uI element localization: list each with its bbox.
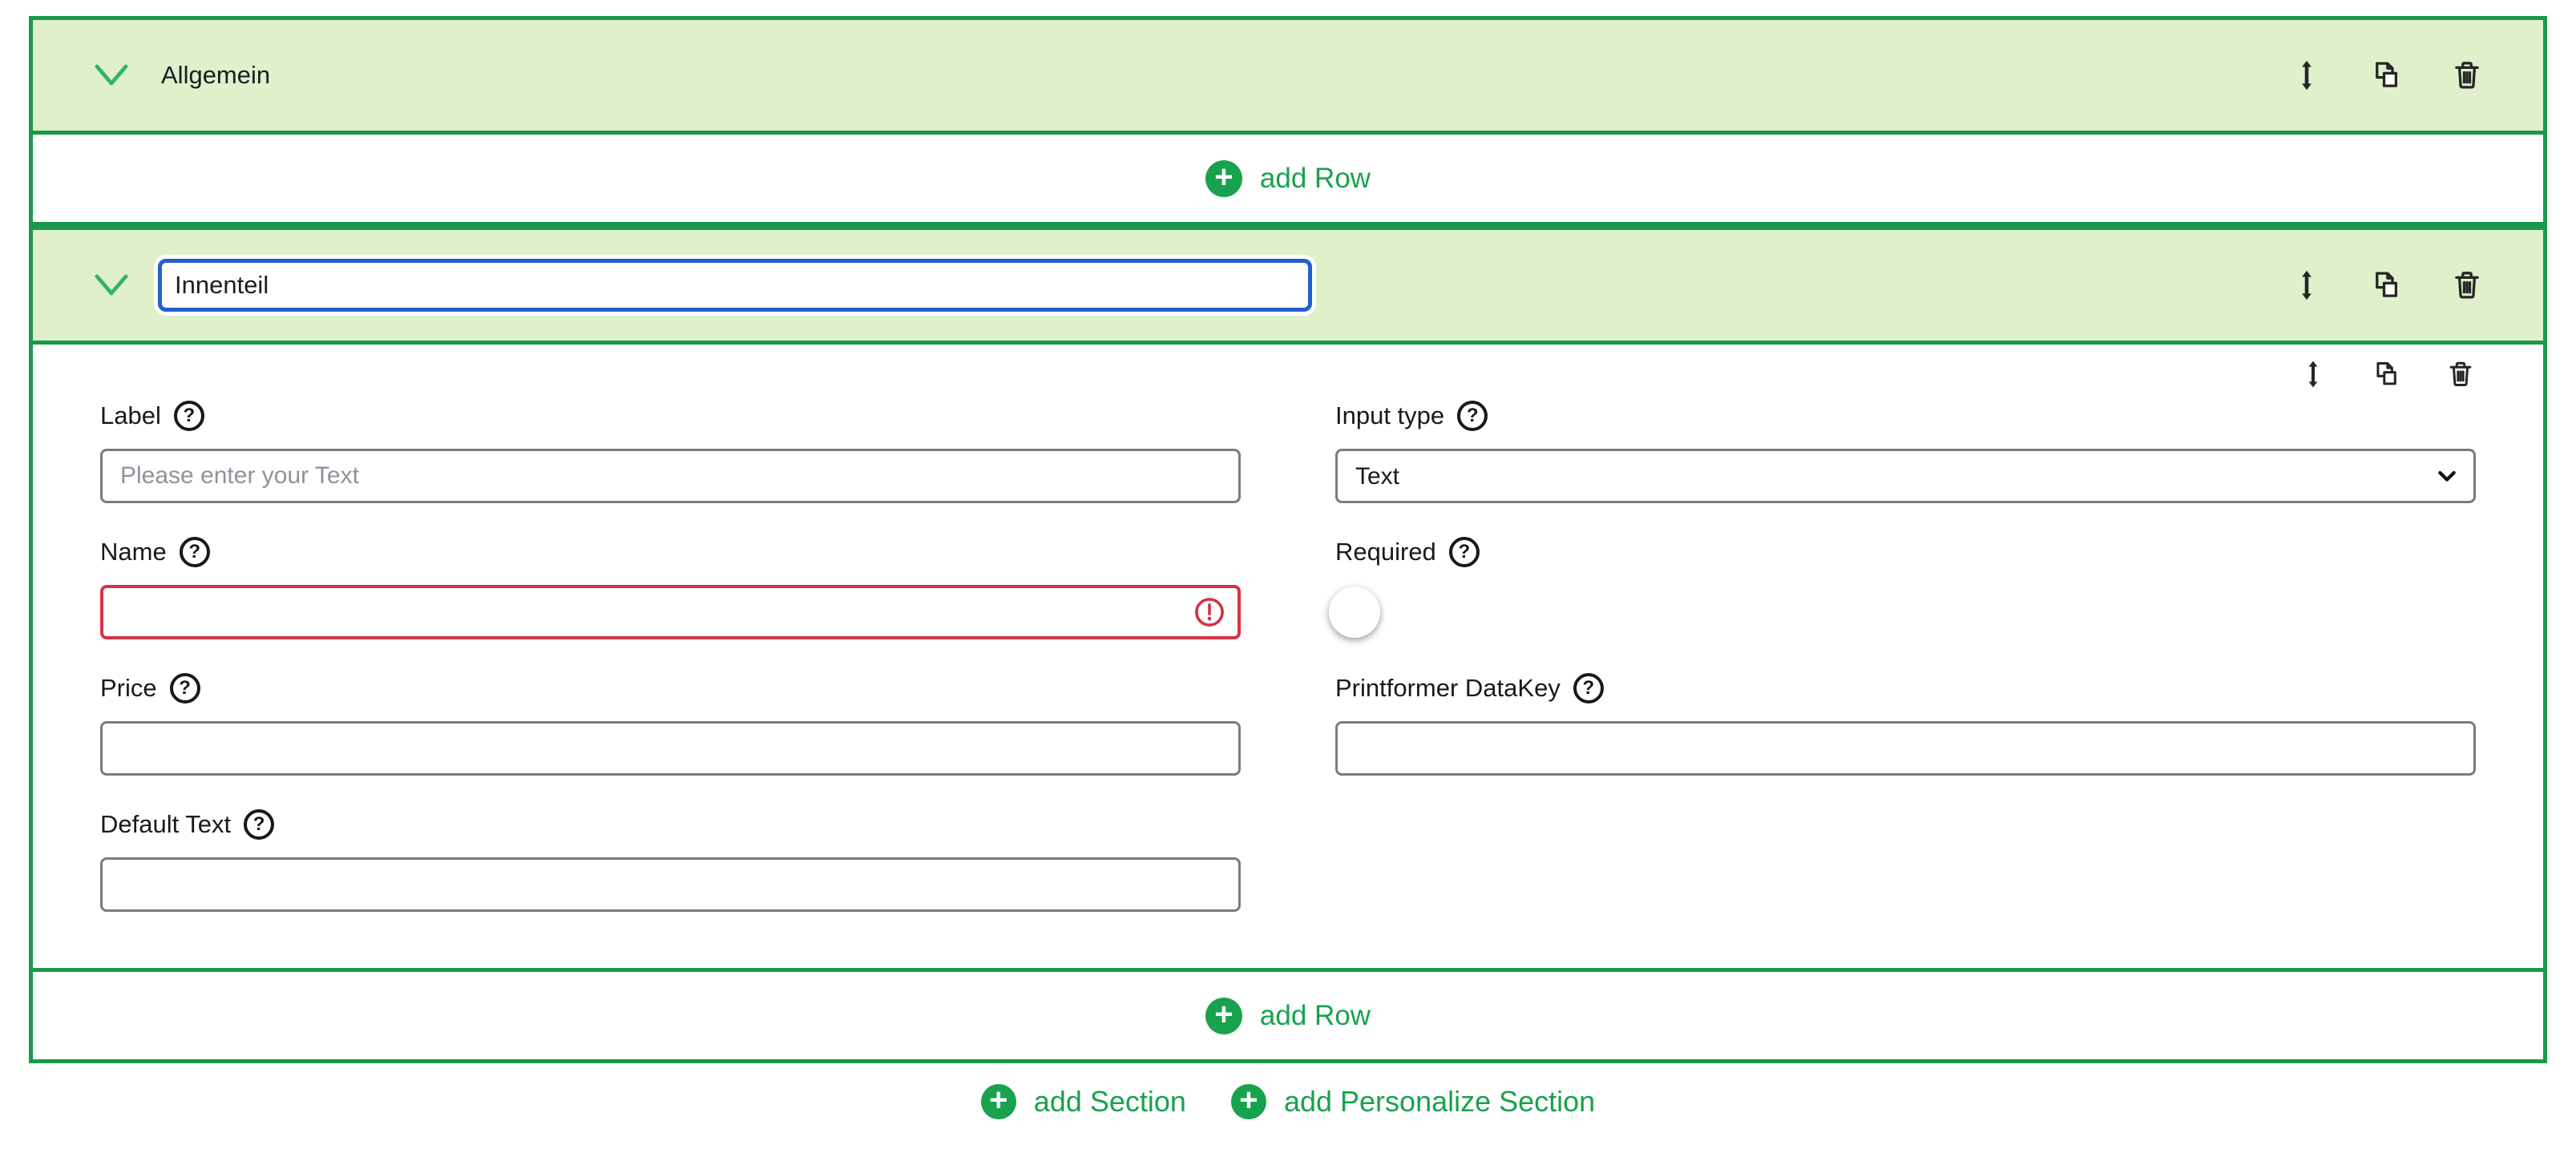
field-required: Required ? bbox=[1329, 535, 2476, 639]
chevron-down-icon[interactable] bbox=[92, 62, 131, 88]
fields-grid: Label ? Name ? bbox=[100, 399, 2476, 944]
add-section-label: add Section bbox=[1033, 1085, 1186, 1118]
field-price-caption: Price ? bbox=[100, 671, 1241, 705]
trash-icon[interactable] bbox=[2445, 359, 2476, 389]
section-title-input[interactable] bbox=[158, 259, 1312, 312]
field-default-text-caption: Default Text ? bbox=[100, 808, 1241, 841]
add-row-label: add Row bbox=[1259, 162, 1371, 194]
required-toggle[interactable] bbox=[1329, 587, 1409, 638]
field-label-text: Label bbox=[100, 401, 161, 429]
field-printformer-caption: Printformer DataKey ? bbox=[1335, 671, 2476, 705]
duplicate-icon[interactable] bbox=[2370, 58, 2404, 92]
help-icon[interactable]: ? bbox=[179, 537, 210, 567]
section-allgemein-header: Allgemein bbox=[33, 20, 2543, 131]
plus-circle-icon: + bbox=[1230, 1084, 1266, 1119]
help-icon[interactable]: ? bbox=[173, 401, 204, 431]
duplicate-icon[interactable] bbox=[2370, 268, 2404, 302]
field-input-type: Input type ? Text bbox=[1335, 399, 2476, 503]
field-price: Price ? bbox=[100, 671, 1241, 776]
help-icon[interactable]: ? bbox=[1573, 673, 1604, 704]
field-input-type-caption: Input type ? bbox=[1335, 399, 2476, 433]
field-default-text: Default Text ? bbox=[100, 808, 1241, 912]
add-row-button[interactable]: + add Row bbox=[1205, 159, 1371, 197]
add-personalize-section-button[interactable]: + add Personalize Section bbox=[1230, 1084, 1596, 1119]
required-toggle-slot bbox=[1329, 585, 2476, 639]
error-alert-icon bbox=[1193, 595, 1226, 629]
help-icon[interactable]: ? bbox=[169, 673, 200, 704]
name-input[interactable] bbox=[100, 585, 1241, 639]
toggle-knob bbox=[1329, 587, 1380, 638]
form-builder-page: Allgemein + add Row bbox=[29, 16, 2547, 1119]
add-section-button[interactable]: + add Section bbox=[980, 1084, 1186, 1119]
plus-circle-icon: + bbox=[1205, 997, 1242, 1034]
add-row-strip: + add Row bbox=[33, 968, 2543, 1059]
move-vertical-icon[interactable] bbox=[2290, 268, 2324, 302]
row-toolbar bbox=[100, 353, 2476, 399]
trash-icon[interactable] bbox=[2450, 58, 2484, 92]
field-name: Name ? bbox=[100, 535, 1241, 639]
row-editor: Label ? Name ? bbox=[33, 341, 2543, 968]
section-toolbar bbox=[2290, 58, 2484, 92]
section-toolbar bbox=[2290, 268, 2484, 302]
add-row-label: add Row bbox=[1259, 999, 1371, 1031]
field-price-text: Price bbox=[100, 674, 157, 702]
field-required-caption: Required ? bbox=[1335, 535, 2476, 569]
input-type-select-wrapper: Text bbox=[1335, 449, 2476, 503]
move-vertical-icon[interactable] bbox=[2298, 359, 2328, 389]
duplicate-icon[interactable] bbox=[2372, 359, 2402, 389]
help-icon[interactable]: ? bbox=[1448, 537, 1480, 567]
help-icon[interactable]: ? bbox=[1457, 401, 1488, 431]
printformer-datakey-input[interactable] bbox=[1335, 721, 2476, 776]
plus-circle-icon: + bbox=[1205, 159, 1242, 197]
field-name-text: Name bbox=[100, 538, 167, 566]
field-label: Label ? bbox=[100, 399, 1241, 503]
default-text-input[interactable] bbox=[100, 857, 1241, 912]
help-icon[interactable]: ? bbox=[244, 809, 275, 840]
section-allgemein: Allgemein + add Row bbox=[29, 16, 2547, 226]
field-default-text-text: Default Text bbox=[100, 810, 232, 838]
field-printformer-datakey: Printformer DataKey ? bbox=[1335, 671, 2476, 776]
price-input[interactable] bbox=[100, 721, 1241, 776]
section-innenteil: Label ? Name ? bbox=[29, 226, 2547, 1063]
trash-icon[interactable] bbox=[2450, 268, 2484, 302]
label-input[interactable] bbox=[100, 449, 1241, 503]
add-row-strip: + add Row bbox=[33, 131, 2543, 222]
section-innenteil-header bbox=[33, 230, 2543, 341]
add-personalize-section-label: add Personalize Section bbox=[1283, 1085, 1596, 1118]
fields-column-right: Input type ? Text bbox=[1329, 399, 2476, 944]
field-printformer-text: Printformer DataKey bbox=[1335, 674, 1561, 702]
name-input-wrapper bbox=[100, 585, 1241, 639]
plus-circle-icon: + bbox=[980, 1084, 1016, 1119]
field-name-caption: Name ? bbox=[100, 535, 1241, 569]
input-type-select[interactable]: Text bbox=[1335, 449, 2476, 503]
add-row-button[interactable]: + add Row bbox=[1205, 997, 1371, 1034]
footer-actions: + add Section + add Personalize Section bbox=[29, 1063, 2547, 1119]
fields-column-left: Label ? Name ? bbox=[100, 399, 1241, 944]
field-label-caption: Label ? bbox=[100, 399, 1241, 433]
chevron-down-icon[interactable] bbox=[92, 272, 131, 298]
field-input-type-text: Input type bbox=[1335, 401, 1445, 429]
move-vertical-icon[interactable] bbox=[2290, 58, 2324, 92]
section-title: Allgemein bbox=[161, 61, 271, 89]
field-required-text: Required bbox=[1335, 538, 1436, 566]
